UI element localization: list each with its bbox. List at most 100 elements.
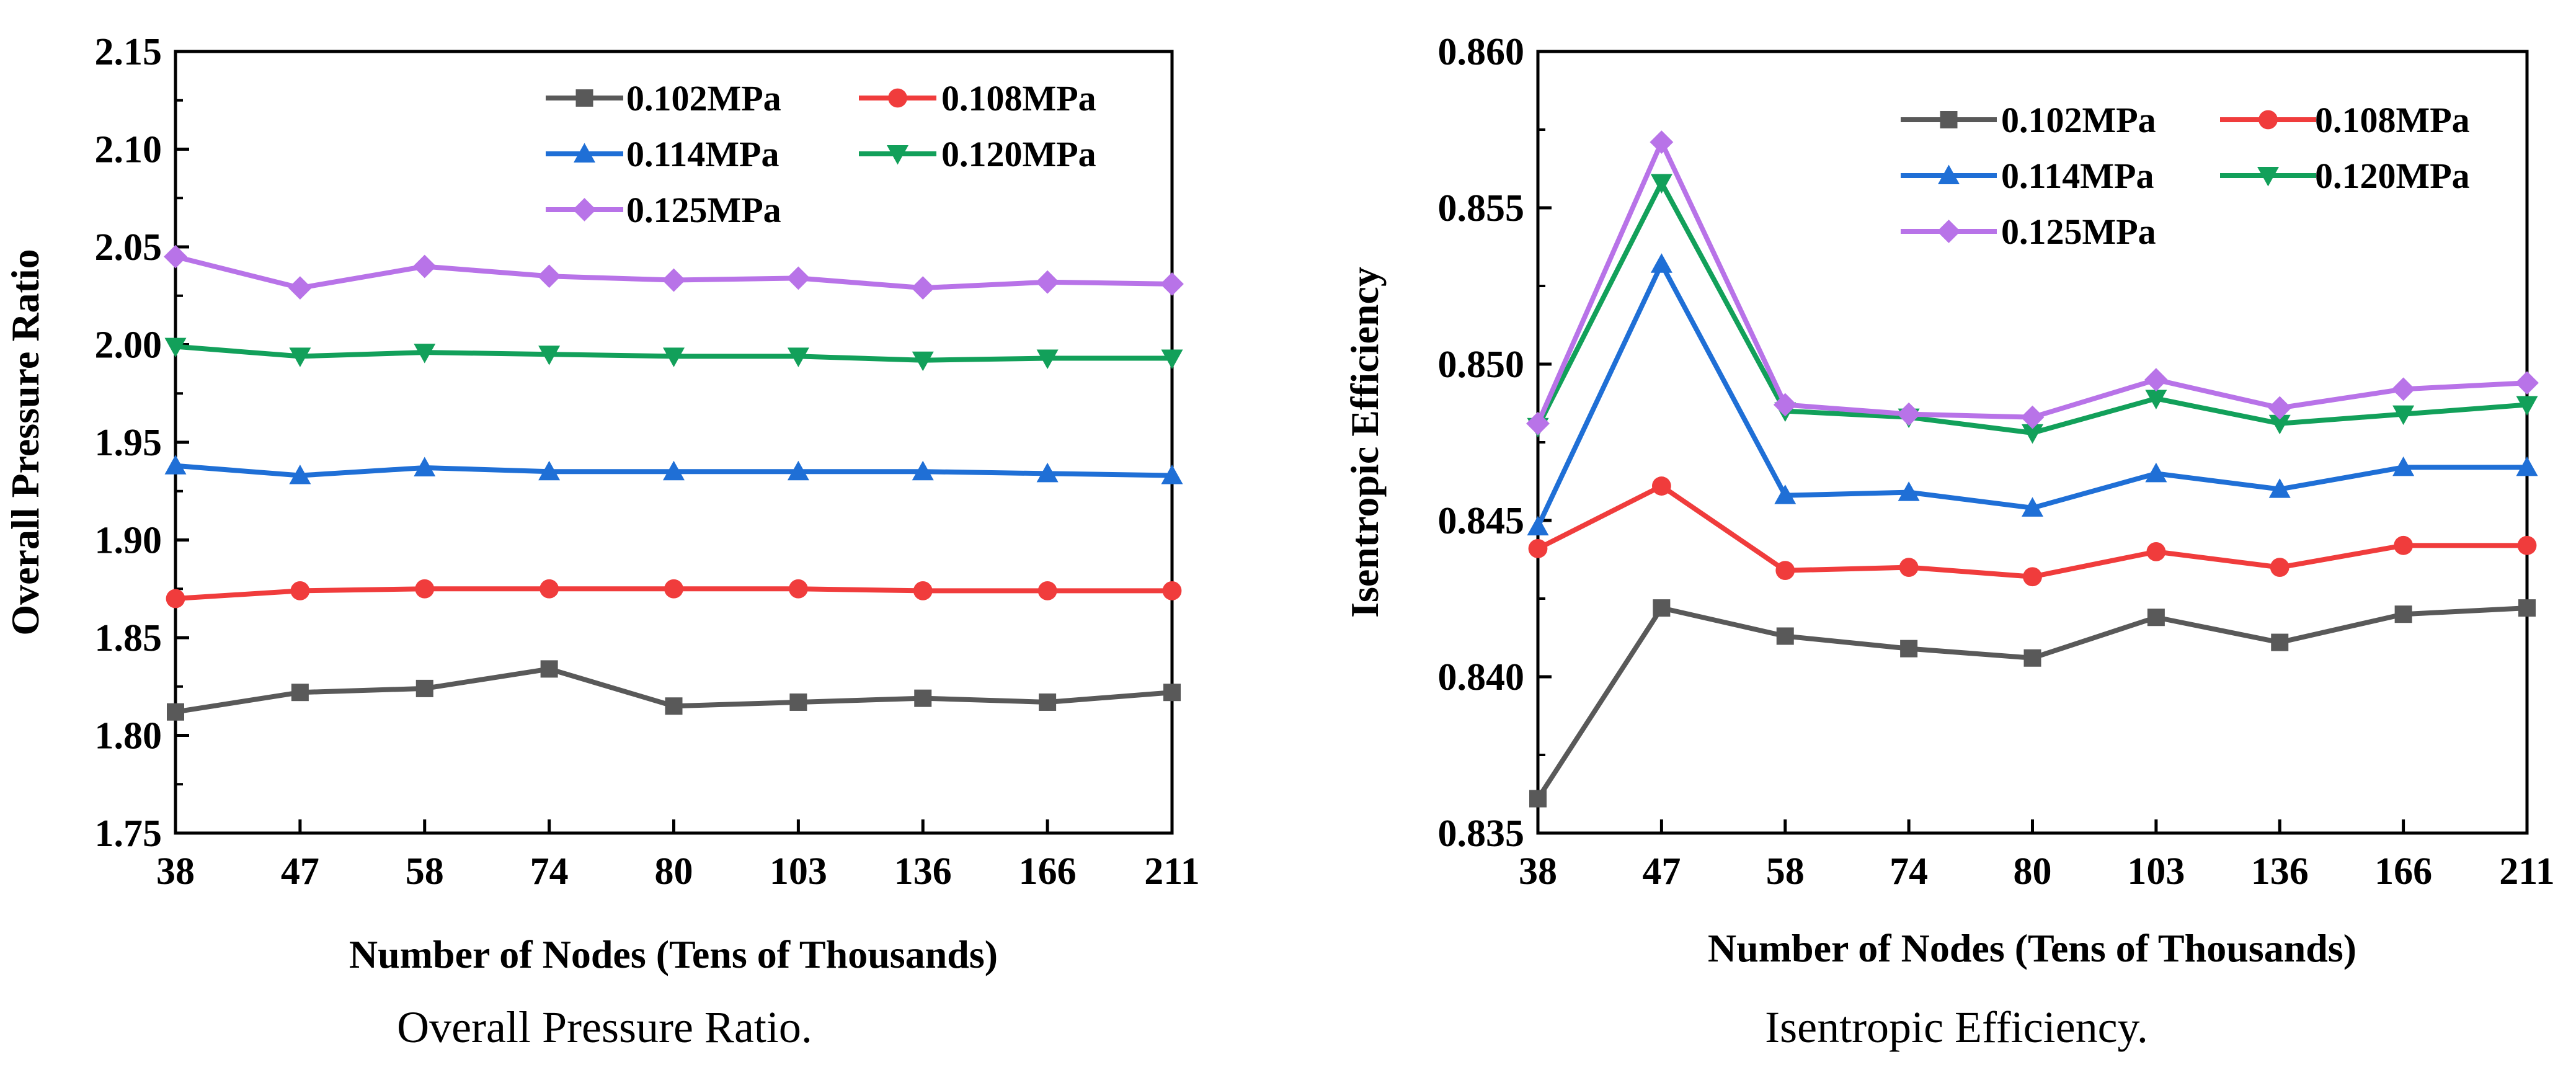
x-tick-label: 166 bbox=[2374, 850, 2432, 893]
data-point bbox=[2516, 456, 2538, 476]
series-0.125MPa bbox=[164, 244, 1184, 300]
series-0.114MPa bbox=[1527, 253, 2538, 536]
data-point bbox=[415, 679, 433, 697]
data-point bbox=[663, 460, 685, 481]
y-tick-label: 2.00 bbox=[95, 324, 162, 367]
data-point bbox=[2268, 478, 2291, 498]
data-point bbox=[2146, 542, 2166, 561]
data-point bbox=[2518, 599, 2536, 617]
data-point bbox=[788, 579, 808, 599]
data-point bbox=[914, 689, 932, 707]
data-point bbox=[1899, 558, 1919, 577]
x-tick-label: 136 bbox=[2251, 850, 2309, 893]
legend-label: 0.108MPa bbox=[2315, 100, 2470, 140]
data-point bbox=[2145, 390, 2167, 409]
data-point bbox=[289, 465, 311, 484]
data-point bbox=[2023, 649, 2041, 667]
legend-marker bbox=[572, 198, 597, 221]
data-point bbox=[288, 276, 312, 300]
y-axis-title: Isentropic Efficiency bbox=[1343, 267, 1387, 618]
data-point bbox=[911, 276, 935, 300]
data-point bbox=[2270, 558, 2290, 577]
data-point bbox=[1036, 462, 1059, 483]
legend-marker bbox=[1938, 164, 1960, 184]
data-point bbox=[2394, 605, 2412, 623]
y-tick-label: 1.90 bbox=[95, 520, 162, 562]
y-tick-label: 1.80 bbox=[95, 715, 162, 757]
x-tick-label: 103 bbox=[770, 850, 827, 893]
x-tick-label: 58 bbox=[1766, 850, 1805, 893]
legend-marker bbox=[575, 89, 593, 107]
series-0.102MPa bbox=[1529, 599, 2536, 808]
y-tick-label: 0.855 bbox=[1438, 187, 1525, 230]
x-tick-label: 47 bbox=[1642, 850, 1681, 893]
series-line bbox=[1535, 605, 2528, 800]
data-point bbox=[1527, 515, 1549, 536]
x-tick-label: 103 bbox=[2127, 850, 2185, 893]
chart-panel-2: 38 47 58 74 80 103 136 166 211 0.835 0.840 0.845 0.8… bbox=[1343, 31, 2555, 1052]
series-0.108MPa bbox=[166, 579, 1182, 609]
data-point bbox=[1526, 411, 1550, 435]
x-tick-label: 80 bbox=[2014, 850, 2052, 893]
data-point bbox=[2268, 396, 2292, 420]
data-point bbox=[1653, 599, 1671, 617]
data-point bbox=[1163, 684, 1181, 702]
data-point bbox=[1529, 790, 1547, 808]
legend: 0.102MPa 0.108MPa 0.114MPa 0.120MPa 0.125MPa bbox=[546, 78, 1096, 230]
legend-marker bbox=[2257, 167, 2279, 187]
data-point bbox=[1774, 484, 1797, 504]
data-point bbox=[1773, 393, 1797, 417]
y-tick-label: 1.95 bbox=[95, 422, 162, 464]
y-tick-label: 2.15 bbox=[95, 31, 162, 73]
legend-entry: 0.114MPa bbox=[546, 134, 779, 174]
data-point bbox=[2271, 633, 2289, 651]
x-tick-label: 74 bbox=[530, 850, 569, 893]
data-point bbox=[290, 581, 310, 600]
y-axis-title: Overall Pressure Ratio bbox=[3, 249, 47, 635]
data-point bbox=[1650, 174, 1672, 194]
data-point bbox=[1037, 581, 1057, 600]
series-0.125MPa bbox=[1526, 130, 2539, 435]
legend: 0.102MPa 0.108MPa 0.114MPa 0.120MPa 0.125MPa bbox=[1901, 100, 2470, 252]
data-point bbox=[1897, 402, 1921, 426]
x-tick-label: 211 bbox=[2499, 850, 2555, 893]
data-point bbox=[787, 460, 809, 481]
chart-caption: Overall Pressure Ratio. bbox=[397, 1002, 812, 1052]
data-point bbox=[1898, 481, 1920, 501]
legend-label: 0.125MPa bbox=[2001, 212, 2156, 252]
legend-entry: 0.108MPa bbox=[859, 78, 1096, 118]
y-tick-label: 1.85 bbox=[95, 617, 162, 659]
legend-entry: 0.125MPa bbox=[1901, 212, 2156, 252]
data-point bbox=[665, 697, 683, 715]
series-0.120MPa bbox=[164, 337, 1183, 372]
data-point bbox=[164, 337, 187, 358]
y-tick-label: 0.845 bbox=[1438, 500, 1525, 542]
data-point bbox=[1651, 476, 1671, 496]
y-tick-label: 0.840 bbox=[1438, 656, 1525, 698]
data-point bbox=[1160, 272, 1184, 296]
x-tick-label: 74 bbox=[1890, 850, 1928, 893]
data-point bbox=[291, 684, 309, 702]
data-point bbox=[786, 266, 811, 290]
data-point bbox=[2392, 405, 2415, 426]
legend-label: 0.114MPa bbox=[626, 134, 779, 174]
series-0.108MPa bbox=[1528, 476, 2537, 587]
data-point bbox=[538, 460, 561, 481]
data-point bbox=[1039, 693, 1057, 711]
data-point bbox=[913, 581, 933, 600]
y-tick-label: 0.835 bbox=[1438, 813, 1525, 855]
data-point bbox=[538, 346, 561, 365]
legend-marker bbox=[887, 145, 908, 165]
legend-marker bbox=[888, 88, 907, 108]
y-tick-label: 2.10 bbox=[95, 129, 162, 171]
x-axis-title: Number of Nodes (Tens of Thousands) bbox=[349, 932, 998, 976]
data-point bbox=[2022, 424, 2043, 444]
legend-label: 0.114MPa bbox=[2001, 156, 2154, 196]
x-tick-label: 136 bbox=[894, 850, 952, 893]
data-point bbox=[787, 347, 809, 367]
y-tick-label: 0.860 bbox=[1438, 31, 1525, 73]
data-point bbox=[2516, 396, 2538, 416]
legend-entry: 0.125MPa bbox=[546, 190, 781, 230]
x-tick-label: 38 bbox=[156, 850, 195, 893]
